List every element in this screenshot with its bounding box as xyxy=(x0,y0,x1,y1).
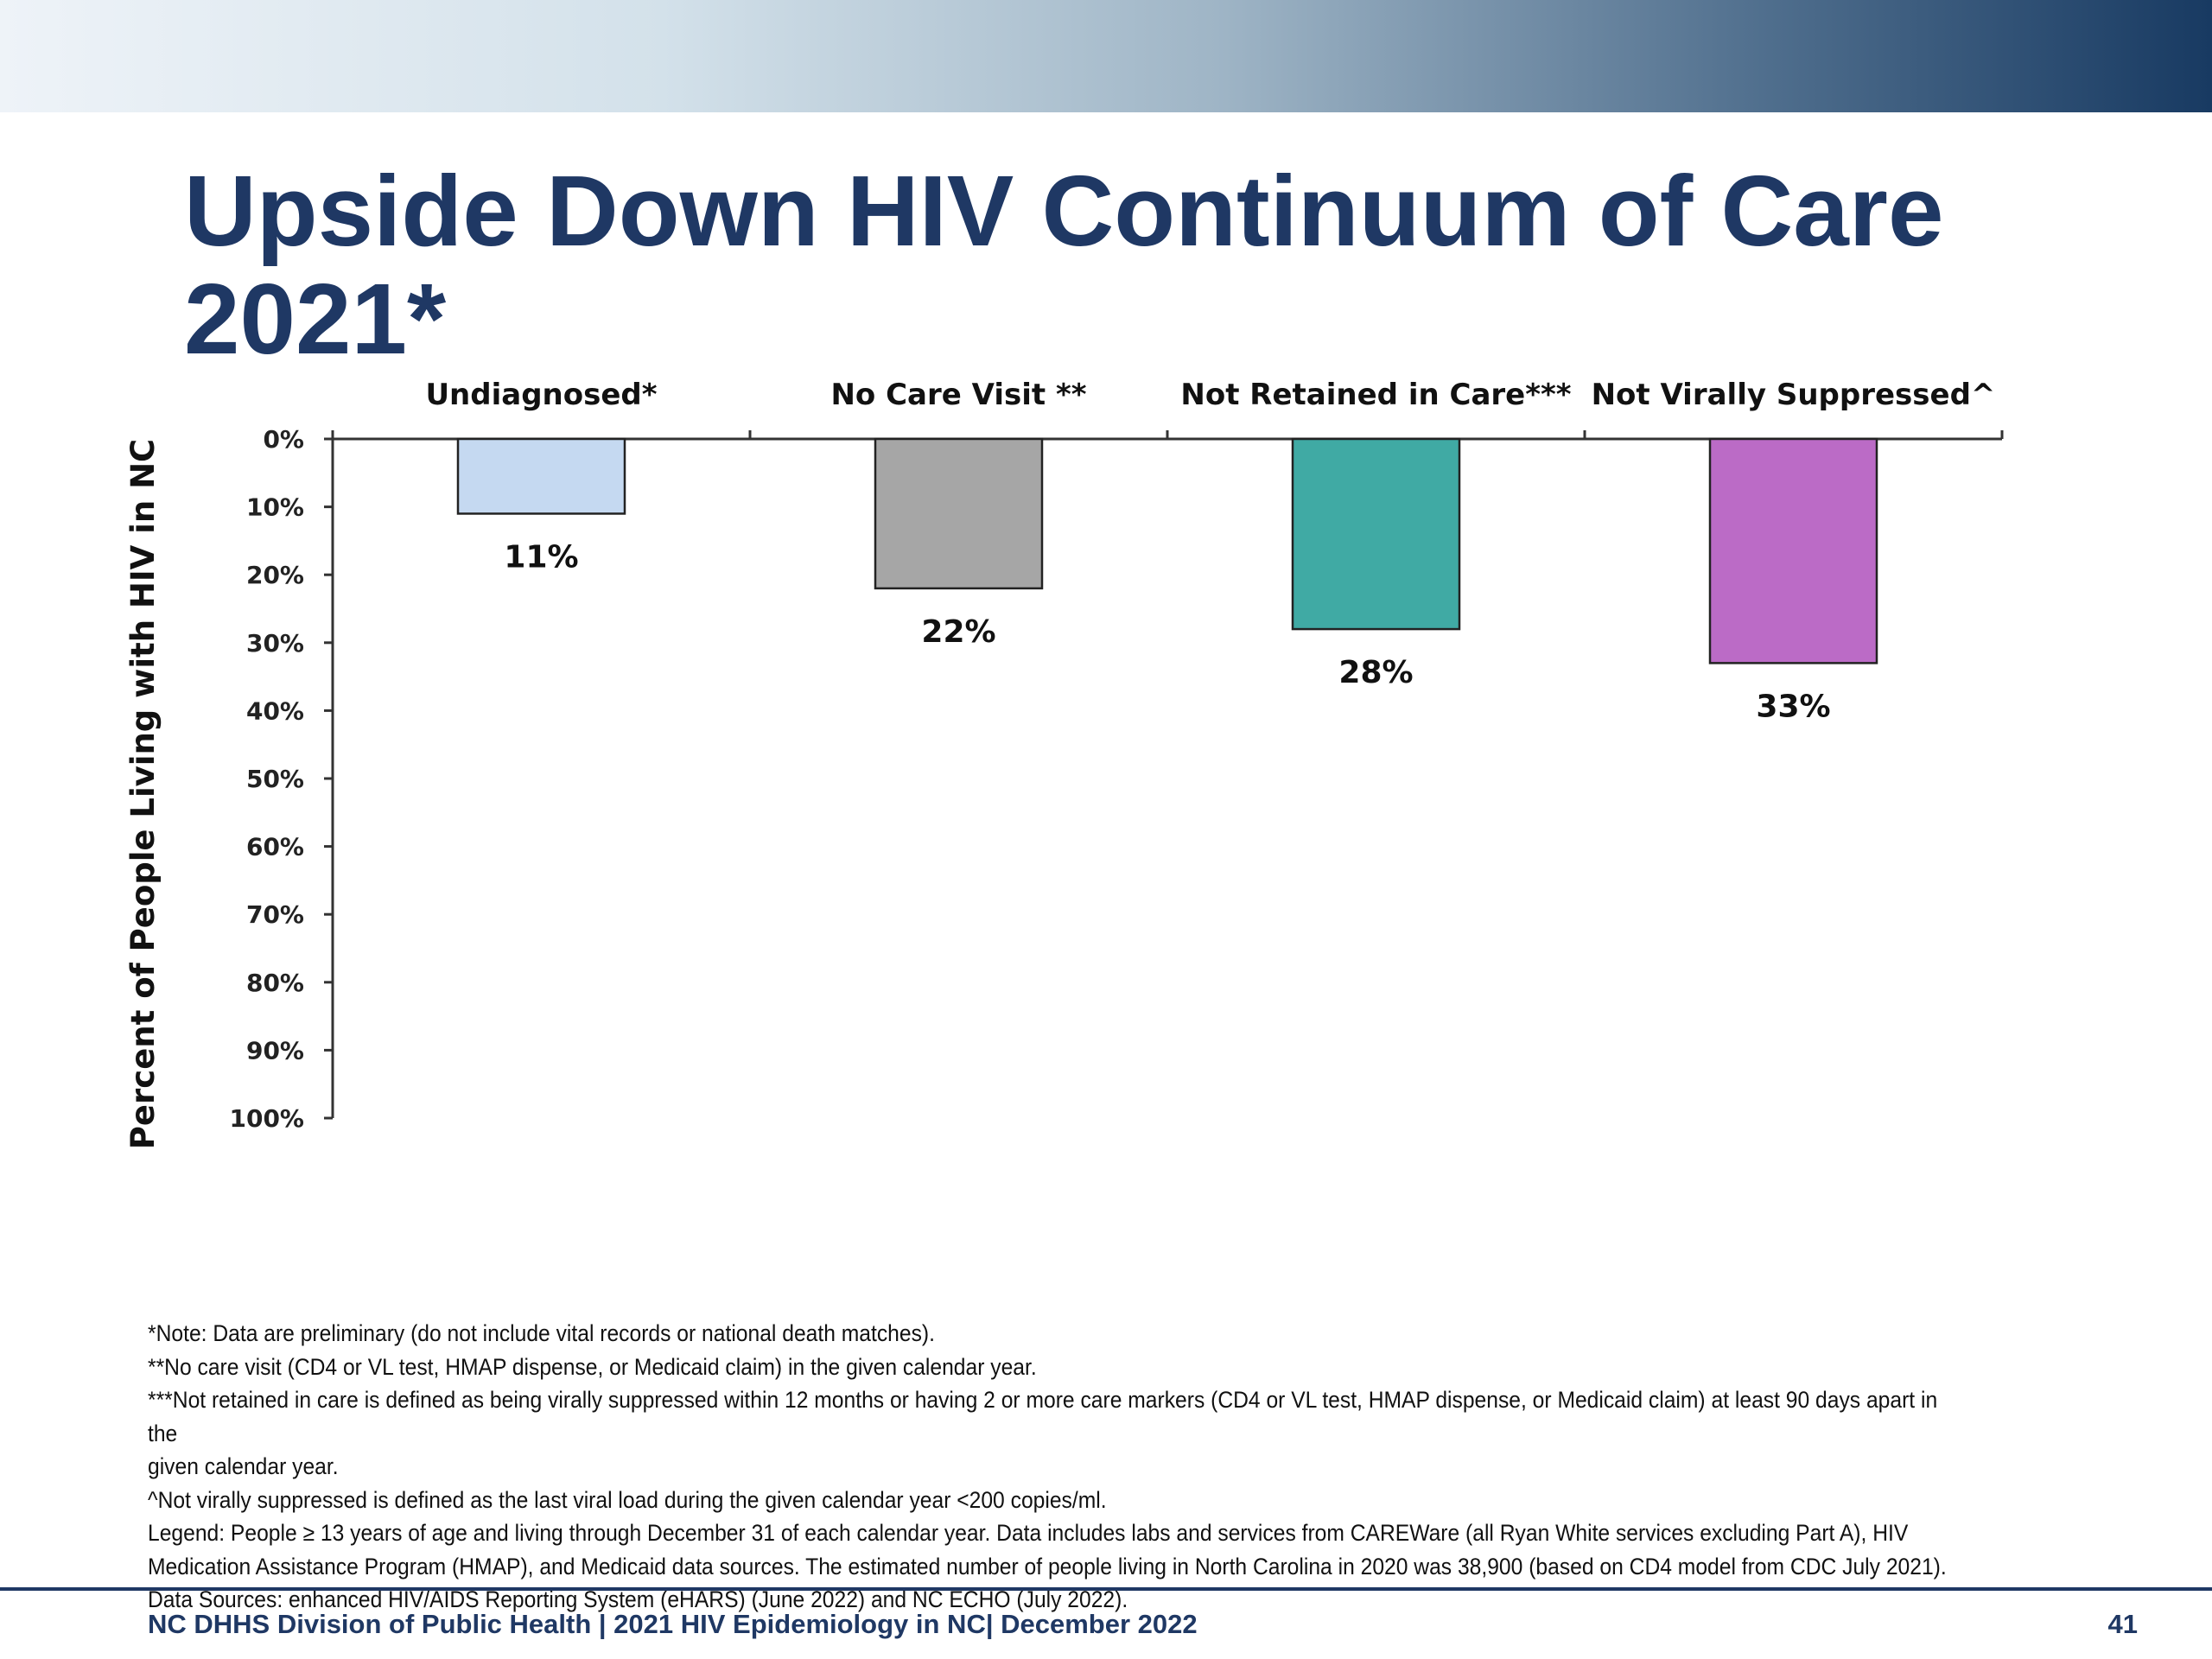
y-tick-label: 40% xyxy=(246,696,304,725)
category-label: Undiagnosed* xyxy=(425,378,657,412)
footnote-line: **No care visit (CD4 or VL test, HMAP di… xyxy=(148,1353,1037,1380)
footnote-line: given calendar year. xyxy=(148,1453,339,1479)
footnote-line: Legend: People ≥ 13 years of age and liv… xyxy=(148,1520,1909,1546)
y-tick-label: 80% xyxy=(246,969,304,997)
category-label: Not Virally Suppressed^ xyxy=(1592,378,1996,412)
footer-text: NC DHHS Division of Public Health | 2021… xyxy=(148,1609,1198,1639)
slide-title: Upside Down HIV Continuum of Care 2021* xyxy=(184,157,2042,373)
y-tick-label: 30% xyxy=(246,629,304,658)
y-tick-label: 20% xyxy=(246,561,304,589)
footnotes: *Note: Data are preliminary (do not incl… xyxy=(148,1317,1972,1617)
footnote-line: ^Not virally suppressed is defined as th… xyxy=(148,1486,1107,1513)
header-gradient-band xyxy=(0,0,2212,112)
slide-title-line1: Upside Down HIV Continuum of Care xyxy=(184,155,1944,267)
footnote-line: Data Sources: enhanced HIV/AIDS Reportin… xyxy=(148,1586,1128,1612)
y-tick-label: 70% xyxy=(246,900,304,929)
bar xyxy=(1708,437,1878,664)
footnote-line: Medication Assistance Program (HMAP), an… xyxy=(148,1553,1947,1580)
y-tick-label: 0% xyxy=(263,425,304,454)
chart-bars xyxy=(456,437,1878,664)
bar xyxy=(456,437,626,515)
page-number: 41 xyxy=(2107,1609,2138,1639)
bar xyxy=(874,437,1044,590)
bar-value-label: 11% xyxy=(504,539,578,575)
y-tick-label: 10% xyxy=(246,493,304,522)
y-tick-label: 90% xyxy=(246,1036,304,1065)
continuum-bar-chart: 0% 10% 20% 30% 40% 50% 60% 70% 80% 90% 100% Percent… xyxy=(124,378,2004,1149)
y-tick-label: 100% xyxy=(229,1104,304,1133)
footer-divider xyxy=(0,1587,2212,1591)
category-label: No Care Visit ** xyxy=(830,378,1086,412)
bar xyxy=(1291,437,1461,631)
category-label: Not Retained in Care*** xyxy=(1180,378,1571,412)
chart-labels: 0% 10% 20% 30% 40% 50% 60% 70% 80% 90% 100% Percent… xyxy=(124,378,1995,1149)
y-tick-label: 50% xyxy=(246,765,304,793)
slide-title-line2: 2021* xyxy=(184,263,447,375)
bar-value-label: 33% xyxy=(1756,689,1830,724)
y-tick-label: 60% xyxy=(246,833,304,861)
footnote-line: ***Not retained in care is defined as be… xyxy=(148,1387,1938,1446)
footnote-line: *Note: Data are preliminary (do not incl… xyxy=(148,1320,935,1346)
y-axis-title: Percent of People Living with HIV in NC xyxy=(124,439,162,1149)
bar-value-label: 28% xyxy=(1338,655,1413,690)
bar-value-label: 22% xyxy=(921,614,995,650)
